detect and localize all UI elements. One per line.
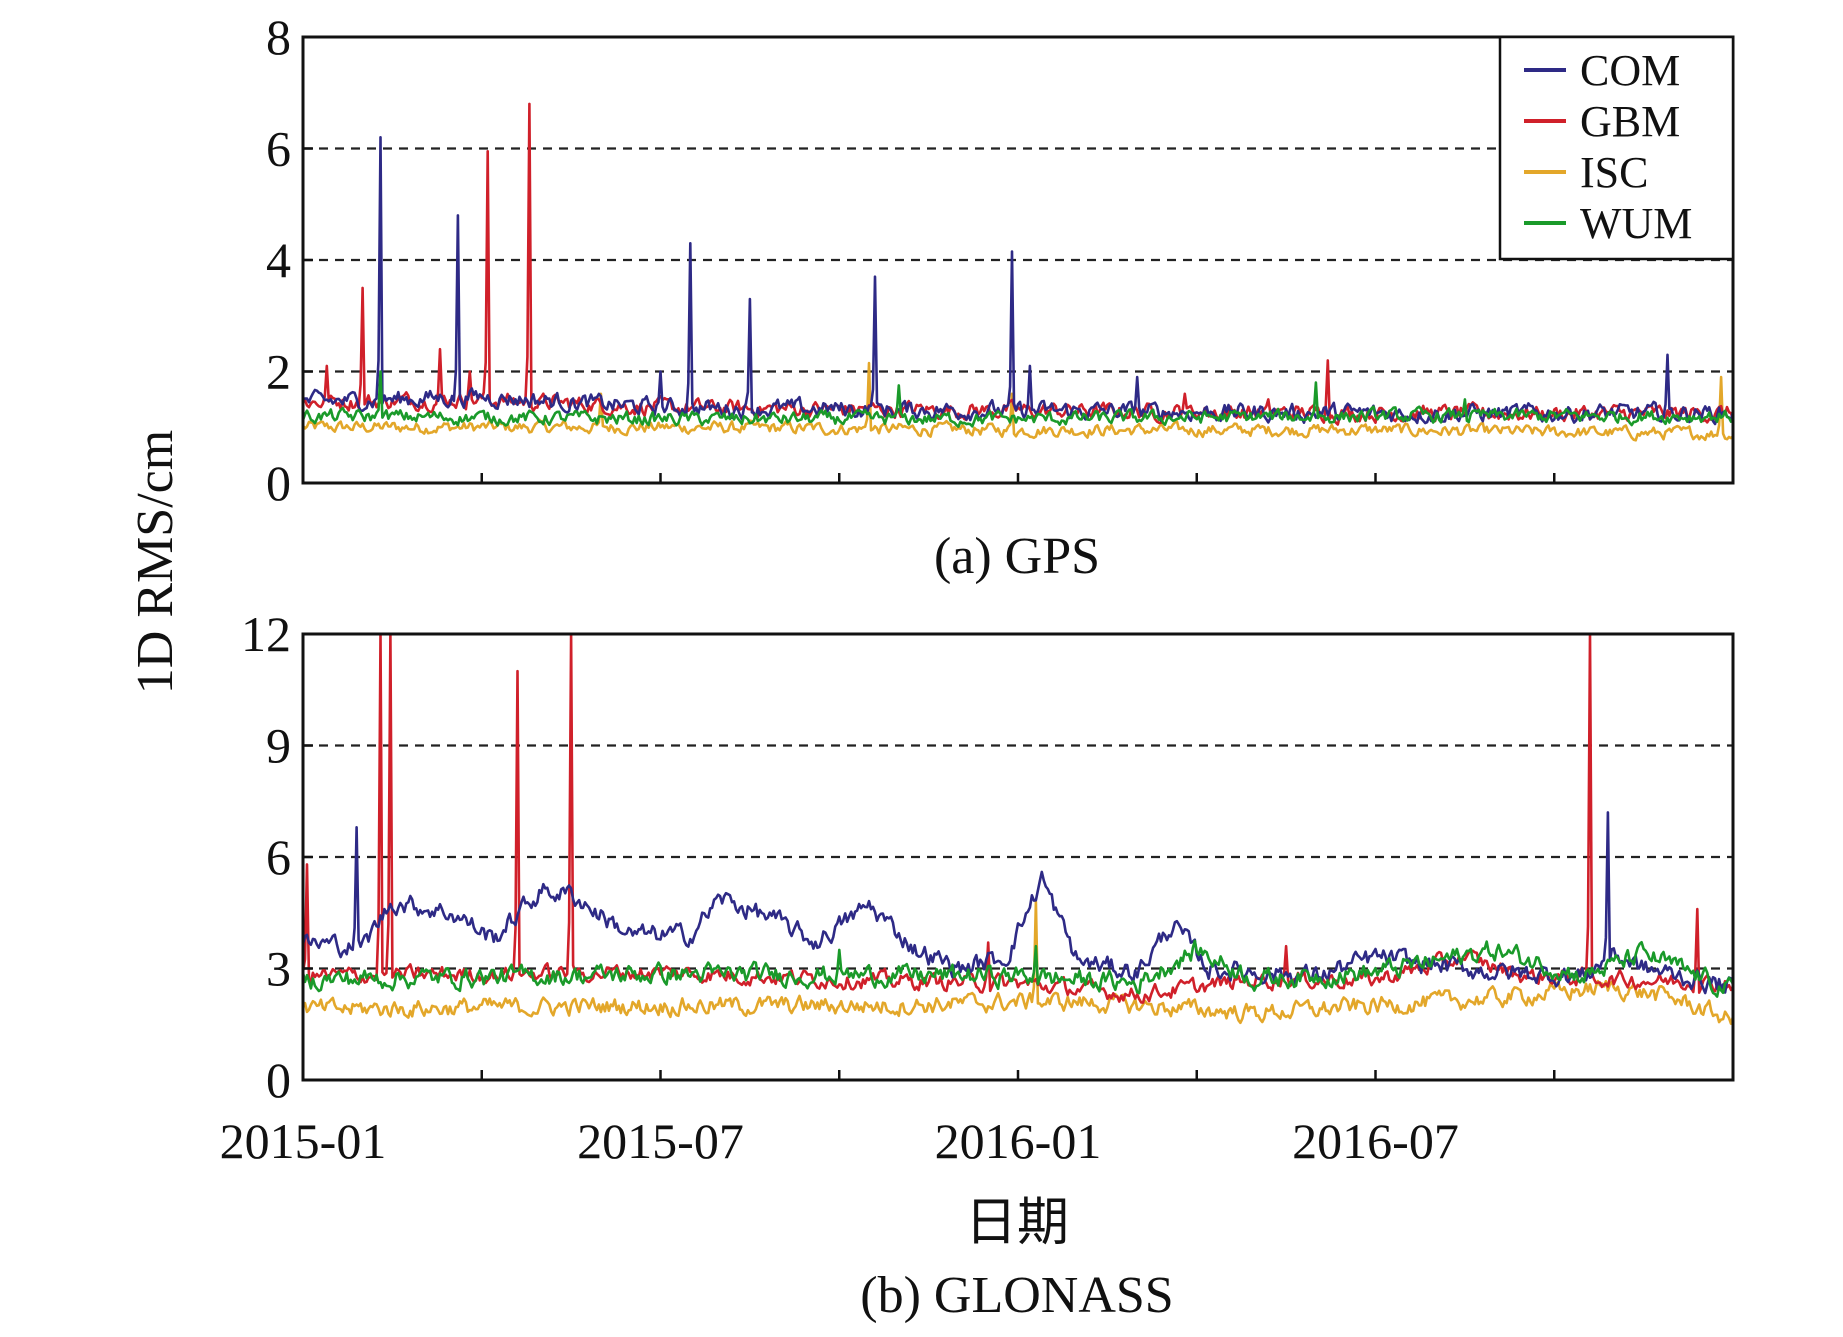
y-tick-label-glonass-6: 6 [266,829,291,885]
x-tick-label-2016-01: 2016-01 [935,1113,1102,1169]
legend-label-com: COM [1580,46,1680,95]
y-tick-label-glonass-3: 3 [266,941,291,997]
x-tick-label-2015-01: 2015-01 [220,1113,387,1169]
series-line-glonass-isc [303,900,1733,1025]
legend-label-wum: WUM [1580,199,1692,248]
caption-gps: (a) GPS [934,528,1100,585]
y-tick-label-gps-2: 2 [266,344,291,400]
series-line-gps-wum [303,370,1733,429]
series-line-glonass-com [303,811,1733,995]
x-tick-labels: 2015-01 2015-07 2016-01 2016-07 [220,1113,1459,1169]
x-tick-label-2016-07: 2016-07 [1292,1113,1459,1169]
panel-glonass: 0 3 6 9 12 [241,606,1735,1108]
legend-label-gbm: GBM [1580,97,1680,146]
y-tick-label-gps-8: 8 [266,9,291,65]
y-axis-label: 1D RMS/cm [127,430,184,694]
x-axis-label: 日期 [965,1195,1069,1252]
y-tick-label-gps-4: 4 [266,232,291,288]
y-tick-label-glonass-0: 0 [266,1052,291,1108]
series-line-glonass-gbm [303,634,1733,1004]
y-tick-label-gps-0: 0 [266,455,291,511]
x-tick-label-2015-07: 2015-07 [577,1113,744,1169]
y-tick-label-glonass-9: 9 [266,718,291,774]
series-line-glonass-wum [303,939,1733,998]
y-tick-label-gps-6: 6 [266,121,291,177]
y-tick-label-glonass-12: 12 [241,606,291,662]
series-line-gps-com [303,136,1733,426]
legend-label-isc: ISC [1580,148,1648,197]
caption-glonass: (b) GLONASS [860,1267,1173,1324]
